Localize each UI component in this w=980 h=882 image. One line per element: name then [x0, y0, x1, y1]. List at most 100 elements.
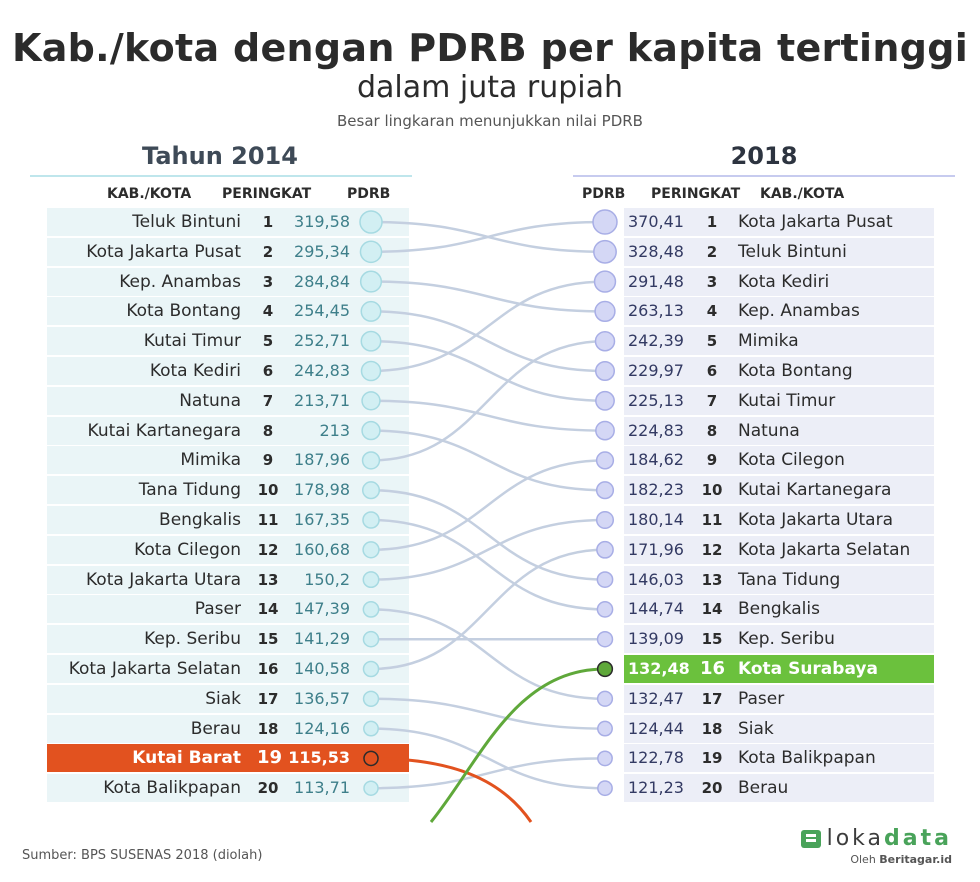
left-node	[362, 511, 380, 529]
left-row-name: Bengkalis	[159, 510, 241, 530]
rank-link	[370, 518, 606, 581]
left-row-name: Tana Tidung	[138, 480, 241, 501]
chart-subtitle: dalam juta rupiah	[356, 70, 624, 105]
left-table-row: Tana Tidung 10 178,98	[47, 476, 409, 505]
chart-title: Kab./kota dengan PDRB per kapita terting…	[11, 26, 969, 70]
left-table-row: Mimika 9 187,96	[47, 446, 409, 475]
right-row-value: 184,62	[628, 450, 684, 470]
right-row-rank: 15	[701, 630, 723, 649]
left-row-value: 150,2	[304, 569, 350, 589]
left-node	[361, 481, 381, 500]
left-table-row: Kota Jakarta Pusat 2 295,34	[47, 237, 409, 266]
right-node	[595, 451, 615, 470]
left-row-value: 113,71	[294, 778, 350, 798]
right-table-row: 121,23 20 Berau	[624, 774, 934, 803]
rank-link	[370, 548, 606, 671]
left-row-rank: 14	[257, 600, 279, 619]
right-row-value: 146,03	[628, 569, 684, 589]
right-row-rank: 12	[701, 540, 723, 559]
right-row-rank: 4	[706, 302, 718, 321]
right-year-heading: 2018	[730, 142, 798, 170]
right-node	[592, 209, 618, 235]
right-header-name: KAB./KOTA	[760, 186, 845, 202]
left-row-name: Mimika	[180, 450, 241, 471]
right-table-row: 180,14 11 Kota Jakarta Utara	[624, 506, 934, 534]
right-node	[594, 360, 616, 382]
left-node	[363, 720, 379, 737]
right-row-rank: 3	[706, 272, 718, 291]
right-table-row: 124,44 18 Siak	[624, 714, 934, 743]
left-row-value: 242,83	[294, 361, 350, 380]
right-node	[596, 630, 614, 648]
right-table-row: 229,97 6 Kota Bontang	[624, 357, 934, 385]
right-table-row: 263,13 4 Kep. Anambas	[624, 297, 934, 326]
right-table-row: 370,41 1 Kota Jakarta Pusat	[624, 208, 934, 236]
left-row-name: Siak	[205, 688, 241, 709]
left-table-row: Siak 17 136,57	[47, 684, 409, 713]
right-row-rank: 8	[706, 421, 718, 440]
right-row-rank: 2	[706, 242, 718, 261]
left-table-row: Kutai Timur 5 252,71	[47, 327, 409, 356]
left-table-row: Kota Kediri 6 242,83	[47, 357, 409, 385]
right-row-value: 124,44	[628, 718, 684, 738]
right-row-value: 171,96	[628, 539, 684, 559]
logo-wordmark: lokadata	[826, 826, 952, 851]
right-node	[595, 420, 615, 441]
left-row-rank: 11	[257, 511, 279, 529]
left-header-rank: PERINGKAT	[222, 186, 312, 202]
right-row-value: 144,74	[628, 599, 684, 619]
right-node	[594, 330, 616, 352]
right-row-rank: 7	[706, 391, 718, 410]
left-table-row: Natuna 7 213,71	[47, 386, 409, 415]
left-row-name: Kota Kediri	[149, 361, 241, 381]
left-row-name: Kota Jakarta Pusat	[86, 241, 241, 262]
right-row-name: Kep. Anambas	[738, 301, 860, 322]
right-row-value: 291,48	[628, 271, 684, 291]
right-row-value: 328,48	[628, 241, 684, 261]
left-row-rank: 4	[262, 302, 274, 321]
right-row-name: Mimika	[738, 331, 799, 352]
left-row-rank: 6	[262, 362, 274, 380]
left-node	[361, 451, 381, 470]
right-node	[596, 690, 614, 707]
left-year-heading: Tahun 2014	[142, 142, 298, 170]
right-node	[597, 780, 613, 797]
rank-link	[370, 339, 606, 403]
right-table-row: 182,23 10 Kutai Kartanegara	[624, 476, 934, 505]
rank-link	[370, 280, 606, 373]
right-table-row: 144,74 14 Bengkalis	[624, 595, 934, 624]
left-row-rank: 1	[262, 213, 274, 231]
right-header-rank: PERINGKAT	[651, 186, 741, 202]
left-node	[362, 541, 380, 559]
left-table-row: Bengkalis 11 167,35	[47, 506, 409, 534]
left-table-row: Kep. Seribu 15 141,29	[47, 625, 409, 654]
left-table-row: Kota Balikpapan 20 113,71	[47, 774, 409, 803]
left-row-value: 254,45	[294, 301, 350, 321]
left-row-rank: 3	[262, 272, 274, 291]
right-row-rank: 6	[706, 362, 718, 380]
left-table-row: Kota Bontang 4 254,45	[47, 297, 409, 326]
right-table-row: 139,09 15 Kep. Seribu	[624, 625, 934, 654]
right-table-row: 132,47 17 Paser	[624, 684, 934, 713]
right-node	[594, 300, 616, 323]
left-table-row: Kutai Kartanegara 8 213	[47, 416, 409, 445]
right-table-row: 146,03 13 Tana Tidung	[624, 565, 934, 594]
left-table-row: Berau 18 124,16	[47, 714, 409, 743]
lokadata-logo-icon	[800, 829, 821, 848]
right-row-name: Kota Bontang	[738, 361, 853, 381]
right-row-name: Paser	[738, 688, 785, 709]
right-row-rank: 14	[701, 600, 723, 619]
left-node	[359, 240, 383, 264]
left-row-name: Kota Jakarta Utara	[86, 569, 241, 590]
right-row-rank: 16	[700, 658, 726, 679]
right-row-rank: 10	[701, 481, 723, 500]
rank-link	[370, 220, 606, 254]
left-node	[362, 660, 380, 678]
right-row-name: Kep. Seribu	[738, 629, 835, 650]
right-row-name: Siak	[738, 718, 774, 739]
left-row-rank: 16	[257, 660, 279, 678]
right-row-name: Natuna	[738, 420, 800, 441]
right-table-row: 184,62 9 Kota Cilegon	[624, 446, 934, 475]
left-row-name: Kutai Barat	[132, 748, 241, 769]
left-row-name: Kota Cilegon	[134, 539, 241, 560]
